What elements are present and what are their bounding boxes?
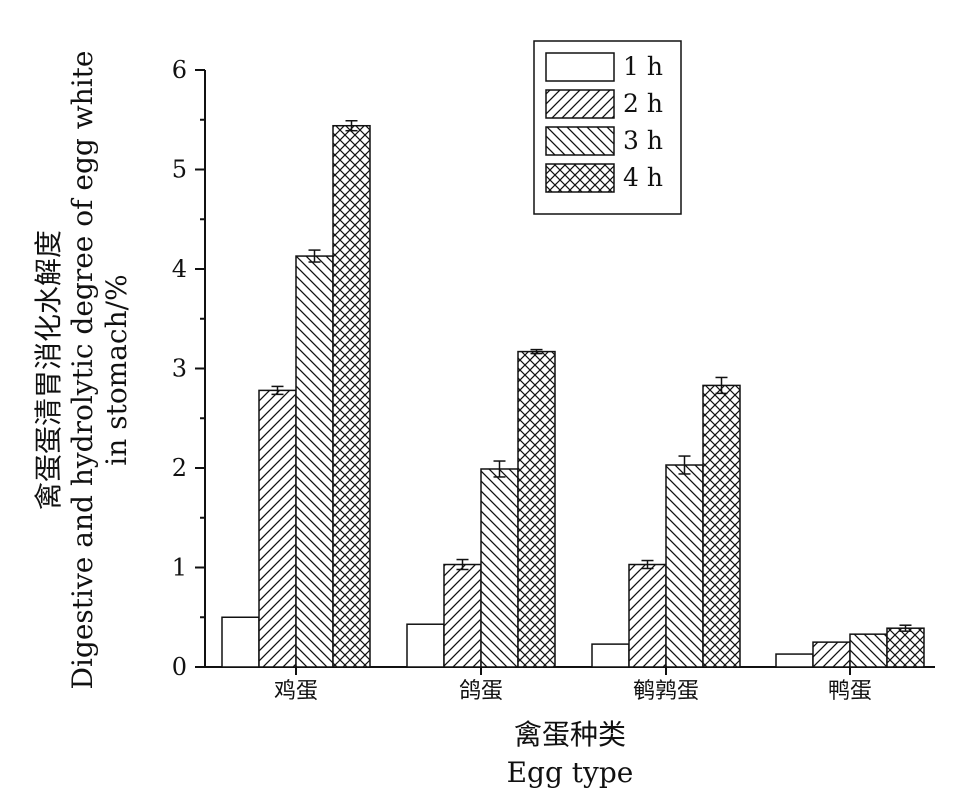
y-tick-label: 6 — [172, 56, 187, 84]
bars — [221, 119, 925, 668]
bar — [258, 389, 297, 668]
y-axis-title-en-line2: in stomach/% — [100, 274, 133, 465]
bar — [812, 641, 851, 668]
x-axis-title-en: Egg type — [507, 756, 634, 789]
bar — [517, 350, 556, 668]
bar — [406, 623, 445, 668]
legend-label: 2 h — [623, 89, 663, 118]
y-tick-label: 3 — [172, 355, 187, 383]
y-tick-label: 2 — [172, 454, 187, 482]
legend-label: 3 h — [623, 126, 663, 155]
bar — [443, 563, 482, 668]
x-axis-title-zh: 禽蛋种类 — [514, 718, 626, 751]
bar — [628, 563, 667, 668]
x-tick-label: 鸭蛋 — [828, 679, 872, 704]
y-axis-title-zh: 禽蛋蛋清胃消化水解度 — [32, 230, 65, 510]
bar — [665, 464, 704, 668]
legend-swatch — [545, 52, 615, 82]
x-tick-label: 鹌鹑蛋 — [633, 679, 699, 704]
bar — [221, 616, 260, 668]
y-tick-label: 1 — [172, 554, 187, 582]
legend-label: 4 h — [623, 163, 663, 192]
y-ticks: 0 1 2 3 4 5 6 — [172, 56, 205, 681]
x-tick-label: 鸽蛋 — [459, 679, 503, 704]
y-axis-title: 禽蛋蛋清胃消化水解度 — [32, 230, 65, 510]
legend-swatch — [545, 163, 615, 193]
y-tick-label: 5 — [172, 156, 187, 184]
bar — [775, 653, 814, 668]
bar — [849, 633, 888, 668]
bar — [886, 627, 925, 668]
bar — [295, 255, 334, 668]
y-tick-label: 0 — [172, 653, 187, 681]
y-axis-title-en-group: Digestive and hydrolytic degree of egg w… — [66, 51, 99, 690]
bar — [702, 384, 741, 668]
y-axis-title-en-line1: Digestive and hydrolytic degree of egg w… — [66, 51, 99, 690]
bar — [332, 124, 371, 668]
bar — [480, 468, 519, 668]
legend: 1 h 2 h 3 h 4 h — [533, 40, 682, 215]
y-axis-title-en2-group: in stomach/% — [100, 274, 133, 465]
category-labels: 鸡蛋 鸽蛋 鹌鹑蛋 鸭蛋 — [274, 667, 872, 704]
legend-label: 1 h — [623, 52, 663, 81]
legend-swatch — [545, 89, 615, 119]
x-tick-label: 鸡蛋 — [274, 679, 318, 704]
bar — [591, 643, 630, 668]
legend-swatch — [545, 126, 615, 156]
y-tick-label: 4 — [172, 255, 187, 283]
